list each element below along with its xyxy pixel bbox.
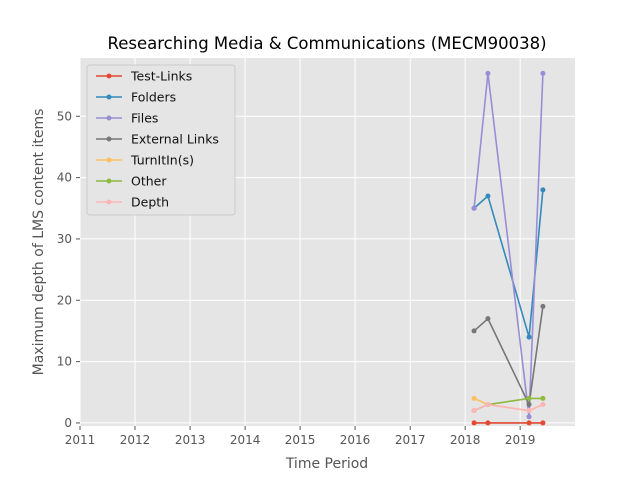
data-point — [485, 402, 491, 408]
data-point — [540, 420, 546, 426]
legend-label: Files — [131, 111, 158, 126]
data-point — [485, 70, 491, 76]
x-tick-label: 2014 — [230, 433, 261, 447]
y-tick-label: 30 — [57, 232, 72, 246]
legend-label: Folders — [131, 90, 176, 105]
series-points — [471, 70, 546, 426]
y-axis-label: Maximum depth of LMS content items — [31, 109, 47, 376]
legend: Test-Links Folders Files External Links Turn… — [86, 64, 236, 216]
x-tick-label: 2015 — [285, 433, 316, 447]
x-axis-label: Time Period — [285, 456, 368, 472]
legend-swatch-marker — [106, 73, 112, 79]
legend-swatch-marker — [106, 199, 112, 205]
y-axis-ticks: 0 10 20 30 40 50 — [57, 109, 80, 430]
data-point — [526, 395, 532, 401]
x-tick-label: 2017 — [395, 433, 426, 447]
data-point — [540, 303, 546, 309]
data-point — [471, 205, 477, 211]
legend-swatch-marker — [106, 157, 112, 163]
data-point — [540, 402, 546, 408]
legend-label: TurnItIn(s) — [130, 153, 194, 168]
data-point — [540, 187, 546, 193]
legend-swatch-marker — [106, 178, 112, 184]
y-tick-label: 10 — [57, 355, 72, 369]
y-tick-label: 20 — [57, 293, 72, 307]
data-point — [485, 193, 491, 199]
legend-label: Depth — [131, 195, 169, 210]
legend-label: External Links — [131, 132, 219, 147]
data-point — [485, 420, 491, 426]
legend-box — [86, 64, 236, 216]
data-point — [471, 328, 477, 334]
y-tick-label: 50 — [57, 109, 72, 123]
x-axis-ticks: 2011 2012 2013 2014 2015 2016 2017 2018 2019 — [65, 426, 536, 447]
data-point — [471, 395, 477, 401]
data-point — [526, 420, 532, 426]
x-tick-label: 2013 — [175, 433, 206, 447]
data-point — [540, 70, 546, 76]
series-line — [473, 306, 544, 406]
legend-label: Other — [131, 174, 167, 189]
legend-swatch-marker — [106, 94, 112, 100]
y-tick-label: 40 — [57, 171, 72, 185]
data-point — [485, 316, 491, 322]
x-tick-label: 2019 — [505, 433, 536, 447]
x-tick-label: 2018 — [450, 433, 481, 447]
data-point — [526, 334, 532, 340]
legend-label: Test-Links — [130, 69, 192, 84]
legend-swatch-marker — [106, 115, 112, 121]
chart-title: Researching Media & Communications (MECM… — [107, 34, 546, 53]
x-tick-label: 2011 — [65, 433, 96, 447]
data-point — [540, 395, 546, 401]
series-line — [473, 72, 544, 418]
x-tick-label: 2016 — [340, 433, 371, 447]
series-lines — [473, 72, 544, 424]
data-point — [526, 408, 532, 414]
series-line — [473, 403, 544, 412]
data-point — [471, 420, 477, 426]
data-point — [526, 414, 532, 420]
data-point — [471, 408, 477, 414]
data-point — [526, 402, 532, 408]
x-tick-label: 2012 — [120, 433, 151, 447]
legend-swatch-marker — [106, 136, 112, 142]
y-tick-label: 0 — [64, 416, 72, 430]
